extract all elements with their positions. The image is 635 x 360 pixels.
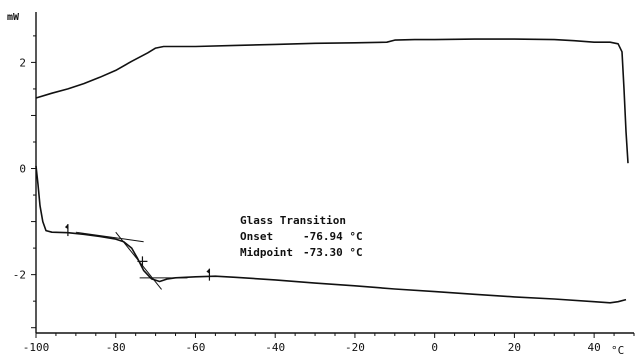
midpoint-value: -73.30 °C	[303, 246, 363, 259]
x-tick-label: -20	[345, 341, 365, 354]
series-line-heating	[35, 38, 629, 164]
x-tick-label: -60	[186, 341, 206, 354]
series-layer	[35, 38, 629, 304]
tick-marks	[31, 35, 635, 338]
limit-marker-left-flag	[64, 224, 68, 230]
x-tick-label: -80	[106, 341, 126, 354]
baseline-before	[75, 231, 144, 243]
onset-label: Onset	[240, 230, 273, 243]
y-unit-label: mW	[7, 12, 20, 23]
markers	[64, 224, 211, 281]
annotation-title: Glass Transition	[240, 214, 346, 227]
limit-marker-right-flag	[206, 268, 210, 274]
onset-value: -76.94 °C	[303, 230, 363, 243]
series-line-cooling	[35, 165, 627, 304]
glass-transition-annotation: Glass Transition Onset -76.94 °C Midpoin…	[240, 214, 363, 259]
x-unit-label: °C	[611, 344, 624, 357]
y-tick-label: -2	[13, 269, 26, 282]
x-tick-label: 20	[508, 341, 521, 354]
y-tick-label: 0	[19, 163, 26, 176]
y-tick-label: 2	[19, 56, 26, 69]
construction-lines	[75, 231, 188, 290]
x-tick-label: -100	[23, 341, 50, 354]
x-tick-label: -40	[265, 341, 285, 354]
midpoint-label: Midpoint	[240, 246, 293, 259]
x-tick-label: 40	[588, 341, 601, 354]
x-tick-label: 0	[431, 341, 438, 354]
